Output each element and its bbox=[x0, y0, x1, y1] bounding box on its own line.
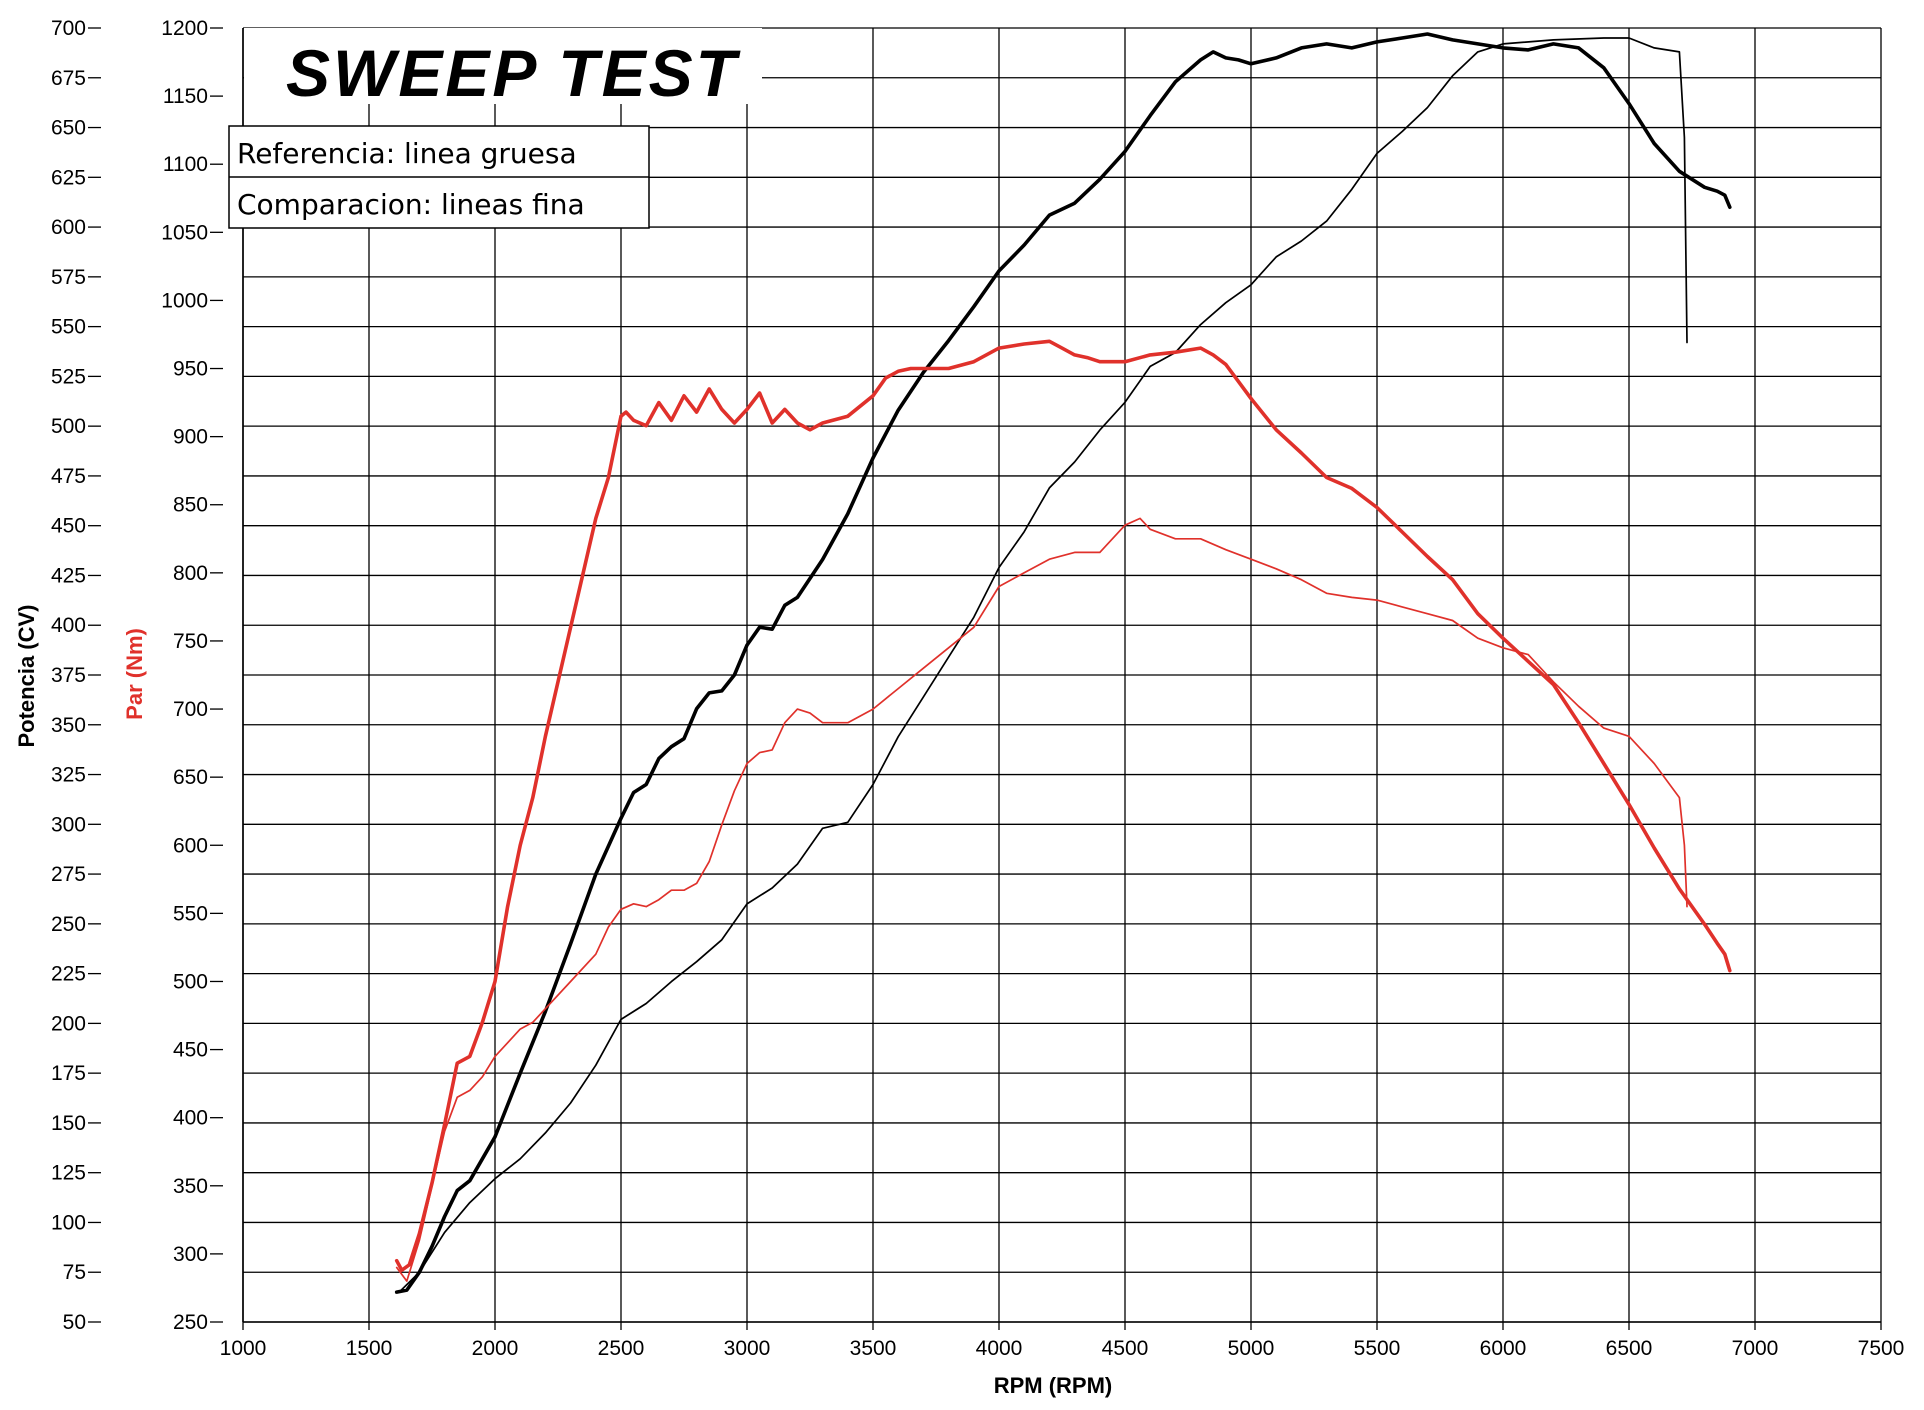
power-tick-label: 375 bbox=[51, 664, 86, 687]
grid bbox=[242, 27, 1882, 1323]
x-tick-label: 6500 bbox=[1606, 1337, 1653, 1360]
power-tick-label: 50 bbox=[63, 1311, 86, 1334]
torque-tick-label: 300 bbox=[173, 1243, 208, 1266]
power-axis-title: Potencia (CV) bbox=[14, 604, 39, 747]
x-tick-label: 1000 bbox=[220, 1337, 267, 1360]
power-tick-label: 275 bbox=[51, 863, 86, 886]
torque-tick-label: 500 bbox=[173, 970, 208, 993]
power-tick-label: 650 bbox=[51, 117, 86, 140]
torque-axis-ticks: 250 300 350 400 450 500 550 600 650 700 750 800 850 9… bbox=[161, 17, 223, 1334]
torque-tick-label: 250 bbox=[173, 1311, 208, 1334]
torque-tick-label: 950 bbox=[173, 358, 208, 381]
power-tick-label: 175 bbox=[51, 1062, 86, 1085]
torque-reference-line bbox=[394, 339, 1732, 1272]
torque-tick-label: 600 bbox=[173, 834, 208, 857]
power-axis-ticks: 50 75 100 125 150 175 200 225 250 275 300 325 350 375… bbox=[51, 17, 101, 1334]
legend: Referencia: linea gruesa Comparacion: li… bbox=[228, 125, 650, 229]
power-tick-label: 250 bbox=[51, 913, 86, 936]
x-tick-label: 4500 bbox=[1102, 1337, 1149, 1360]
power-tick-label: 400 bbox=[51, 614, 86, 637]
legend-entry-comparison: Comparacion: lineas fina bbox=[237, 188, 585, 221]
torque-tick-label: 400 bbox=[173, 1107, 208, 1130]
torque-tick-label: 1150 bbox=[163, 85, 208, 108]
torque-tick-label: 1200 bbox=[161, 17, 208, 40]
power-tick-label: 350 bbox=[51, 714, 86, 737]
x-tick-label: 1500 bbox=[346, 1337, 393, 1360]
torque-tick-label: 900 bbox=[173, 426, 208, 449]
power-tick-label: 325 bbox=[51, 764, 86, 787]
power-tick-label: 150 bbox=[51, 1112, 86, 1135]
torque-tick-label: 350 bbox=[173, 1175, 208, 1198]
series-lines bbox=[394, 32, 1732, 1294]
power-comparison-line bbox=[398, 37, 1688, 1293]
title-mask bbox=[244, 28, 762, 104]
torque-tick-label: 700 bbox=[173, 698, 208, 721]
power-tick-label: 425 bbox=[51, 564, 86, 587]
x-tick-label: 6000 bbox=[1480, 1337, 1527, 1360]
power-tick-label: 550 bbox=[51, 316, 86, 339]
power-tick-label: 675 bbox=[51, 67, 86, 90]
x-tick-label: 2000 bbox=[472, 1337, 519, 1360]
torque-tick-label: 800 bbox=[173, 562, 208, 585]
power-tick-label: 100 bbox=[51, 1211, 86, 1234]
torque-tick-label: 750 bbox=[173, 630, 208, 653]
torque-tick-label: 1050 bbox=[161, 221, 208, 244]
x-tick-label: 7500 bbox=[1858, 1337, 1905, 1360]
power-tick-label: 575 bbox=[51, 266, 86, 289]
x-tick-label: 7000 bbox=[1732, 1337, 1779, 1360]
torque-tick-label: 550 bbox=[173, 902, 208, 925]
x-tick-label: 4000 bbox=[976, 1337, 1023, 1360]
torque-tick-label: 1100 bbox=[163, 153, 208, 176]
power-tick-label: 600 bbox=[51, 216, 86, 239]
x-axis-title: RPM (RPM) bbox=[994, 1373, 1113, 1398]
power-tick-label: 75 bbox=[63, 1261, 86, 1284]
torque-tick-label: 650 bbox=[173, 766, 208, 789]
torque-tick-label: 450 bbox=[173, 1039, 208, 1062]
power-tick-label: 300 bbox=[51, 813, 86, 836]
power-tick-label: 200 bbox=[51, 1012, 86, 1035]
x-tick-label: 5500 bbox=[1354, 1337, 1401, 1360]
chart-title: SWEEP TEST bbox=[286, 36, 741, 110]
power-tick-label: 225 bbox=[51, 963, 86, 986]
torque-tick-label: 1000 bbox=[161, 289, 208, 312]
x-axis-ticks: 1000 1500 2000 2500 3000 3500 4000 4500 5000 5500… bbox=[220, 1322, 1905, 1360]
torque-comparison-line bbox=[395, 517, 1688, 1282]
power-tick-label: 475 bbox=[51, 465, 86, 488]
power-tick-label: 525 bbox=[51, 365, 86, 388]
torque-axis-title: Par (Nm) bbox=[122, 628, 147, 720]
power-tick-label: 700 bbox=[51, 17, 86, 40]
x-tick-label: 3500 bbox=[850, 1337, 897, 1360]
legend-entry-reference: Referencia: linea gruesa bbox=[237, 137, 577, 170]
power-tick-label: 125 bbox=[51, 1162, 86, 1185]
x-tick-label: 2500 bbox=[598, 1337, 645, 1360]
power-tick-label: 625 bbox=[51, 166, 86, 189]
power-tick-label: 500 bbox=[51, 415, 86, 438]
x-tick-label: 3000 bbox=[724, 1337, 771, 1360]
torque-tick-label: 850 bbox=[173, 494, 208, 517]
power-tick-label: 450 bbox=[51, 515, 86, 538]
x-tick-label: 5000 bbox=[1228, 1337, 1275, 1360]
